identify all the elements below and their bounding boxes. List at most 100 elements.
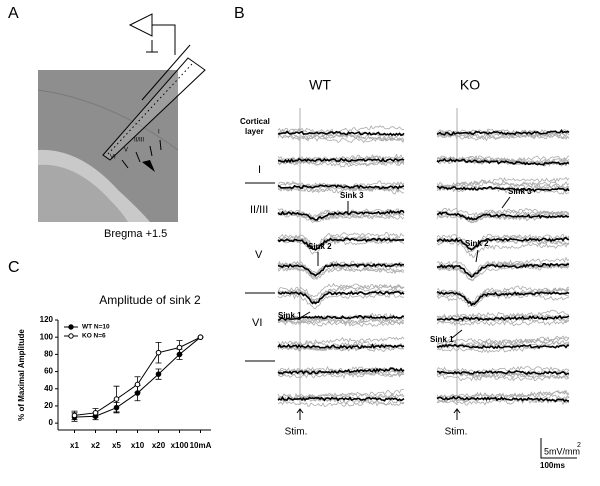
- x-tick-label: x20: [152, 441, 166, 450]
- mean-trace: [277, 184, 405, 190]
- trial-trace: [436, 393, 570, 403]
- x-tick-label: x10: [131, 441, 145, 450]
- x-tick-label: x2: [91, 441, 100, 450]
- mean-trace: [277, 237, 405, 251]
- scale-label: 2: [577, 442, 581, 449]
- data-point: [71, 412, 78, 419]
- trial-trace: [436, 240, 570, 259]
- x-tick-label: x5: [112, 441, 121, 450]
- y-tick-label: 80: [44, 349, 53, 358]
- trial-trace: [436, 390, 570, 400]
- mean-trace: [436, 157, 570, 166]
- x-tick-label: 10mA: [190, 441, 212, 450]
- trial-trace: [277, 400, 405, 407]
- trial-trace: [277, 183, 405, 191]
- stim-arrows: [296, 408, 461, 420]
- layer-label: V: [124, 148, 128, 154]
- mean-trace: [277, 343, 405, 350]
- chart: Amplitude of sink 2 % of Maximal Amplitud…: [17, 293, 212, 450]
- mean-trace: [436, 370, 570, 376]
- y-tick-label: 20: [44, 401, 53, 410]
- legend-marker: [68, 324, 74, 330]
- trial-trace: [436, 256, 570, 276]
- group-label: WT: [309, 77, 331, 93]
- arrowhead: [142, 160, 155, 172]
- sink-label: Sink 3: [508, 187, 532, 196]
- trial-trace: [436, 366, 570, 374]
- sink-label: Sink 2: [465, 239, 489, 248]
- trial-trace: [436, 179, 570, 190]
- trial-trace: [278, 345, 405, 352]
- x-tick-label: x1: [70, 441, 79, 450]
- trial-trace: [436, 237, 570, 252]
- trial-trace: [277, 260, 405, 274]
- panel-label: A: [8, 5, 19, 22]
- trial-trace: [277, 388, 405, 400]
- legend-label: WT N=10: [82, 324, 110, 331]
- layer-label: II/III: [134, 138, 144, 144]
- mean-trace: [277, 314, 405, 322]
- trial-trace: [436, 336, 570, 345]
- trial-trace: [277, 282, 405, 298]
- stim-label: Stim.: [445, 427, 468, 438]
- mean-trace: [277, 367, 405, 375]
- mean-trace: [436, 343, 570, 350]
- legend-marker: [68, 333, 74, 339]
- trial-trace: [277, 292, 405, 310]
- layer-label: I: [258, 164, 261, 176]
- data-point: [155, 371, 162, 377]
- data-point: [92, 410, 99, 416]
- sink-label: Sink 3: [340, 191, 364, 200]
- mean-trace: [436, 236, 570, 251]
- trial-trace: [277, 128, 405, 139]
- trial-trace: [277, 371, 405, 379]
- traces: [277, 108, 570, 407]
- group-label: KO: [460, 77, 480, 93]
- mean-trace: [436, 129, 570, 136]
- y-tick-label: 40: [44, 384, 53, 393]
- data-point: [197, 334, 204, 340]
- trial-trace: [277, 234, 405, 251]
- trial-trace: [436, 285, 570, 304]
- trial-trace: [277, 262, 405, 277]
- sink-label: Sink 2: [308, 242, 332, 251]
- y-tick-label: 60: [44, 367, 53, 376]
- mean-trace: [277, 262, 404, 277]
- scale-label: 5mV/mm: [544, 446, 580, 456]
- trial-trace: [436, 207, 570, 217]
- layer-label: V: [255, 249, 263, 261]
- trial-trace: [277, 134, 405, 144]
- scale-bar: [540, 438, 577, 459]
- trial-trace: [277, 180, 405, 189]
- layer-label: VI: [110, 155, 116, 161]
- panel-label: B: [234, 5, 245, 22]
- chart-title: Amplitude of sink 2: [99, 293, 201, 307]
- y-tick-label: 100: [40, 332, 54, 341]
- data-point: [113, 396, 120, 402]
- trial-trace: [277, 368, 405, 377]
- layer-heading: Cortical: [240, 117, 270, 126]
- mean-trace: [436, 291, 570, 307]
- trial-trace: [277, 124, 405, 135]
- trial-trace: [436, 180, 570, 188]
- trial-trace: [277, 286, 405, 303]
- stim-label: Stim.: [285, 427, 308, 438]
- data-point: [155, 349, 162, 356]
- data-point: [176, 344, 183, 351]
- layer-label: II/III: [250, 204, 268, 216]
- layer-label: I: [158, 130, 160, 136]
- mean-trace: [436, 262, 570, 279]
- x-tick-label: x100: [171, 441, 189, 450]
- mean-trace: [277, 290, 405, 305]
- trial-trace: [277, 392, 405, 399]
- data-point: [134, 381, 141, 388]
- sink-label: Sink 1: [278, 311, 302, 320]
- layer-heading: layer: [245, 127, 264, 136]
- trial-trace: [436, 184, 570, 193]
- trial-trace: [277, 231, 405, 248]
- mean-trace: [277, 130, 405, 137]
- mean-trace: [436, 185, 570, 193]
- slice-region: [38, 164, 128, 222]
- trial-trace: [277, 336, 405, 347]
